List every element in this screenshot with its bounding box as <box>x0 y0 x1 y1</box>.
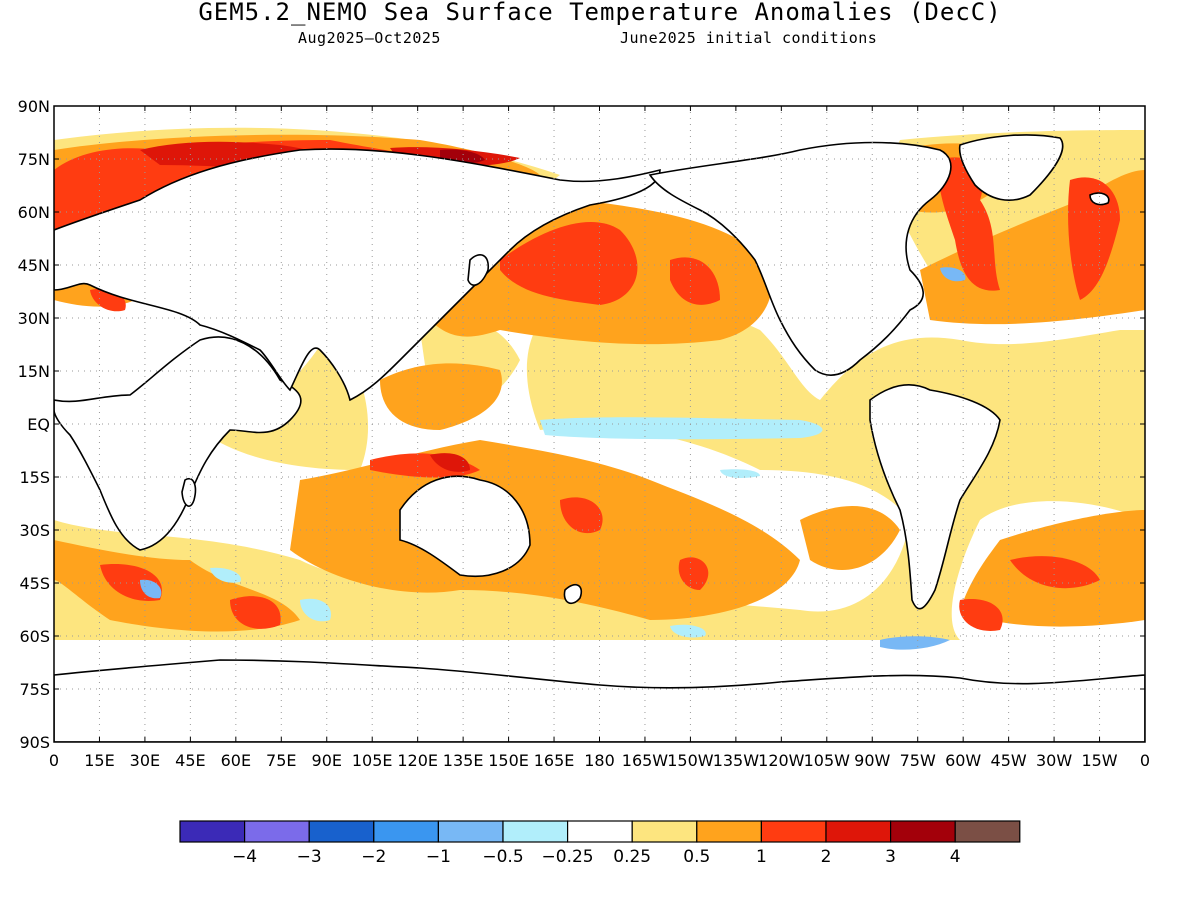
anomaly-neg025-layer <box>210 417 823 638</box>
lon-label: 135E <box>443 751 484 770</box>
madagascar-outline <box>181 478 197 507</box>
north-america-outline <box>648 141 952 376</box>
lat-label: EQ <box>27 415 50 434</box>
colorbar-swatch <box>760 820 827 843</box>
colorbar-swatch <box>502 820 569 843</box>
anomaly-neg05-layer <box>140 267 966 650</box>
map-title: GEM5.2_NEMO Sea Surface Temperature Anom… <box>198 0 1002 26</box>
colorbar-swatch <box>889 820 956 843</box>
lat-label: 15S <box>19 468 50 487</box>
lon-label: 105W <box>804 751 851 770</box>
lon-label: 75W <box>900 751 936 770</box>
colorbar-label: 2 <box>821 847 832 867</box>
colorbar-swatch <box>566 820 633 843</box>
australia-outline <box>399 475 531 577</box>
lat-label: 75N <box>18 150 50 169</box>
forecast-period: Aug2025—Oct2025 <box>298 29 441 47</box>
lat-label: 90S <box>19 733 50 752</box>
lat-label: 45N <box>18 256 50 275</box>
lon-label: 90E <box>312 751 342 770</box>
colorbar-swatch <box>631 820 698 843</box>
colorbar-swatch <box>696 820 762 843</box>
axis-ticks <box>53 105 1146 743</box>
anomaly-1-layer <box>54 140 1120 631</box>
lon-label: 90W <box>854 751 890 770</box>
lon-label: 45W <box>991 751 1027 770</box>
latitude-labels: 90N 75N 60N 45N 30N 15N EQ 15S 30S 45S 60S 75S 90S <box>18 97 50 752</box>
new-zealand-outline <box>563 583 583 605</box>
lat-label: 60N <box>18 203 50 222</box>
lon-label: 180 <box>584 751 615 770</box>
colorbar-swatch <box>954 820 1021 843</box>
lon-label: 150E <box>488 751 529 770</box>
lat-label: 90N <box>18 97 50 116</box>
lon-label: 30E <box>130 751 160 770</box>
colorbar-label: 0.25 <box>613 847 651 867</box>
lon-label: 120W <box>758 751 805 770</box>
eurasia-outline <box>54 148 661 402</box>
lon-label: 165W <box>622 751 669 770</box>
lon-label: 150W <box>667 751 714 770</box>
lon-label: 15W <box>1081 751 1117 770</box>
colorbar-label: −0.25 <box>542 847 594 867</box>
colorbar-label: 1 <box>756 847 767 867</box>
lon-label: 0 <box>49 751 59 770</box>
lat-label: 45S <box>19 574 50 593</box>
anomaly-shading <box>54 127 1145 650</box>
japan-outline <box>467 254 490 286</box>
colorbar-labels: −4 −3 −2 −1 −0.5 −0.25 0.25 0.5 1 2 3 4 <box>232 847 961 867</box>
lon-label: 75E <box>266 751 296 770</box>
antarctica-outline <box>54 659 1145 742</box>
colorbar-label: −3 <box>297 847 322 867</box>
lat-label: 30S <box>19 521 50 540</box>
lon-label: 165E <box>534 751 575 770</box>
graticule <box>54 106 1145 742</box>
south-america-outline <box>869 384 1001 610</box>
colorbar-swatch <box>437 820 504 843</box>
lon-label: 105E <box>352 751 393 770</box>
colorbar-swatch <box>179 820 246 843</box>
colorbar-label: −4 <box>232 847 257 867</box>
lat-label: 15N <box>18 362 50 381</box>
colorbar-label: −2 <box>361 847 386 867</box>
colorbar-label: −1 <box>426 847 451 867</box>
lon-label: 0 <box>1140 751 1150 770</box>
lon-label: 45E <box>175 751 205 770</box>
colorbar-swatch <box>308 820 375 843</box>
lat-label: 30N <box>18 309 50 328</box>
colorbar-swatch <box>825 820 892 843</box>
longitude-labels: 0 15E 30E 45E 60E 75E 90E 105E 120E 135E 150E 165E 1… <box>49 751 1150 770</box>
colorbar-label: 0.5 <box>683 847 710 867</box>
iceland-outline <box>1089 192 1110 206</box>
colorbar <box>179 820 1021 843</box>
colorbar-label: 3 <box>885 847 896 867</box>
lon-label: 60W <box>945 751 981 770</box>
colorbar-label: −0.5 <box>482 847 523 867</box>
lon-label: 135W <box>713 751 760 770</box>
lon-label: 30W <box>1036 751 1072 770</box>
greenland-outline <box>958 134 1064 201</box>
lon-label: 15E <box>84 751 114 770</box>
lon-label: 120E <box>397 751 438 770</box>
colorbar-label: 4 <box>950 847 961 867</box>
lat-label: 75S <box>19 680 50 699</box>
colorbar-swatch <box>373 820 439 843</box>
lon-label: 60E <box>221 751 251 770</box>
initial-conditions: June2025 initial conditions <box>620 29 878 47</box>
lat-label: 60S <box>19 627 50 646</box>
colorbar-swatch <box>244 820 310 843</box>
continent-outlines <box>54 134 1145 742</box>
africa-outline <box>54 336 302 551</box>
